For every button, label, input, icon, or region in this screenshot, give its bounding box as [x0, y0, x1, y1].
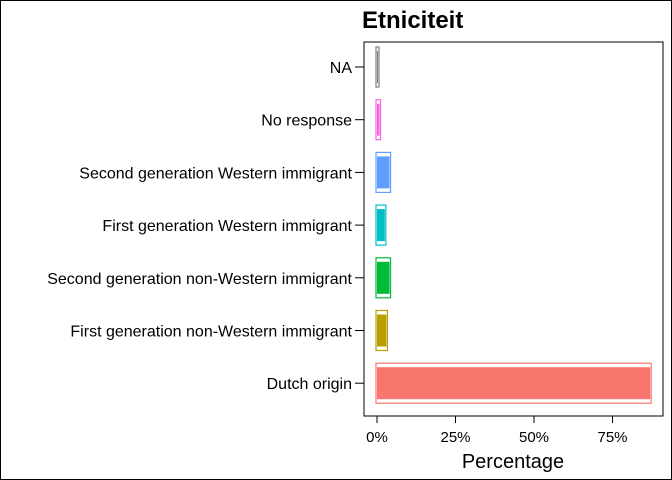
- chart-title: Etniciteit: [362, 7, 463, 34]
- bar-outline-dutch-origin: [375, 362, 652, 404]
- y-tick-label-second-generation-non-western-immigrant: Second generation non-Western immigrant: [47, 271, 352, 288]
- bar-outline-no-response: [375, 99, 382, 141]
- x-axis: 0% 25% 50% 75%: [366, 416, 628, 446]
- y-tick-label-first-generation-western-immigrant: First generation Western immigrant: [102, 218, 352, 235]
- y-tick-label-first-generation-non-western-immigrant: First generation non-Western immigrant: [70, 324, 352, 341]
- bar-outline-first-generation-western-immigrant: [375, 204, 387, 246]
- bar-na: [377, 51, 378, 83]
- x-tick-label: 0%: [366, 429, 388, 446]
- bar-second-generation-western-immigrant: [377, 156, 390, 189]
- y-tick-label-dutch-origin: Dutch origin: [267, 376, 352, 393]
- x-tick-label: 50%: [519, 429, 549, 446]
- y-tick-label-na: NA: [330, 60, 353, 77]
- bars-layer: [375, 46, 652, 404]
- bar-outline-second-generation-non-western-immigrant: [375, 257, 392, 299]
- x-tick-label: 25%: [440, 429, 470, 446]
- bar-outline-na: [375, 46, 380, 88]
- bar-first-generation-non-western-immigrant: [377, 314, 387, 347]
- bar-first-generation-western-immigrant: [377, 209, 385, 242]
- y-tick-label-no-response: No response: [261, 113, 352, 130]
- plot-panel: [363, 41, 664, 417]
- x-tick-label: 75%: [597, 429, 627, 446]
- x-axis-title: Percentage: [462, 451, 564, 473]
- bar-second-generation-non-western-immigrant: [377, 261, 390, 294]
- bar-outline-second-generation-western-immigrant: [375, 151, 392, 193]
- y-axis: NA No response Second generation Western i…: [47, 60, 364, 393]
- y-tick-label-second-generation-western-immigrant: Second generation Western immigrant: [79, 165, 352, 182]
- bar-dutch-origin: [377, 367, 651, 400]
- bar-no-response: [377, 103, 380, 136]
- bar-outline-first-generation-non-western-immigrant: [375, 309, 389, 352]
